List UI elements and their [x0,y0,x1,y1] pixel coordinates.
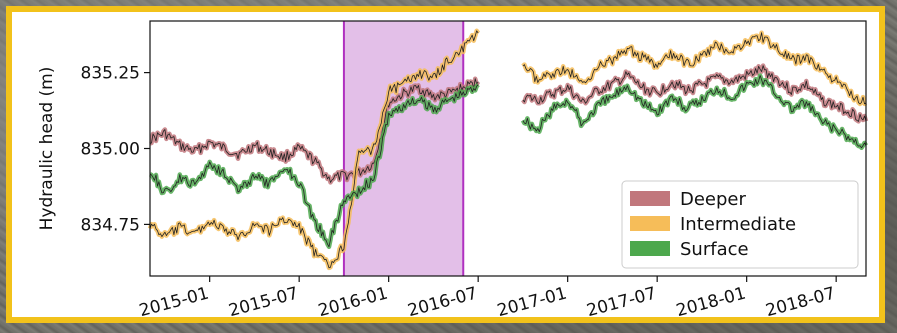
series-line-deeper-1 [522,65,867,122]
x-tick-label-7: 2018-07 [764,284,838,322]
series-line-intermediate-1 [522,32,867,105]
x-tick-label-1: 2015-07 [227,284,301,322]
y-axis-label: Hydraulic head (m) [37,67,57,231]
legend-label-deeper: Deeper [680,189,747,210]
x-tick-label-3: 2016-07 [406,284,480,322]
x-tick-label-0: 2015-01 [137,284,211,322]
legend-label-intermediate: Intermediate [680,214,796,235]
legend-box [621,180,859,269]
y-tick-label-2: 835.25 [81,64,140,84]
legend-swatch-intermediate [630,216,670,231]
legend-swatch-surface [630,241,670,256]
series-line-deeper-0 [149,78,479,183]
series-intermediate [147,28,868,271]
series-deeper [149,63,869,185]
series-surface [149,73,868,250]
x-tick-label-5: 2017-07 [585,284,659,322]
series-line-surface-1 [522,75,867,149]
series-line-intermediate-0 [149,30,479,269]
x-tick-label-6: 2018-01 [674,284,748,322]
legend: Deeper Intermediate Surface [621,180,859,269]
legend-label-surface: Surface [680,239,749,260]
y-tick-label-0: 834.75 [81,215,140,235]
y-tick-label-1: 835.00 [81,140,140,160]
series-line-surface-0 [149,84,479,248]
legend-swatch-deeper [630,191,670,206]
x-tick-label-4: 2017-01 [495,284,569,322]
x-tick-label-2: 2016-01 [316,284,390,322]
